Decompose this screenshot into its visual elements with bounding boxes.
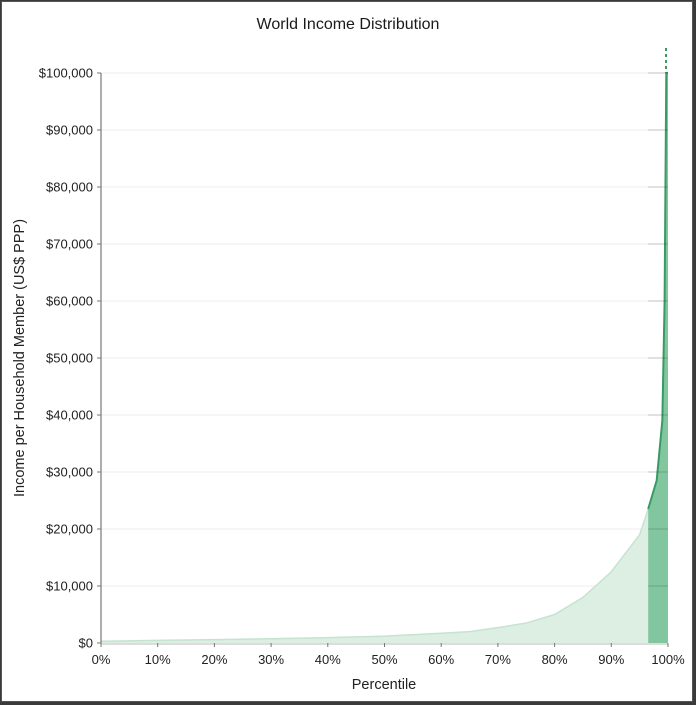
top-percentile-area xyxy=(648,73,668,643)
x-axis-ticks: 0% 10% 20% 30% 40% 50% 60% 70% 80% 90% 100% xyxy=(92,643,685,667)
distribution-area xyxy=(101,509,649,643)
y-tick-label: $40,000 xyxy=(46,408,93,423)
y-tick-label: $30,000 xyxy=(46,465,93,480)
y-tick-label: $90,000 xyxy=(46,123,93,138)
data-areas xyxy=(100,48,668,643)
x-axis-title: Percentile xyxy=(352,677,416,693)
x-tick-label: 40% xyxy=(315,652,341,667)
x-tick-label: 0% xyxy=(92,652,111,667)
x-tick-label: 50% xyxy=(371,652,397,667)
x-tick-label: 80% xyxy=(542,652,568,667)
y-tick-label: $80,000 xyxy=(46,180,93,195)
y-tick-label: $50,000 xyxy=(46,351,93,366)
distribution-line xyxy=(100,508,649,643)
y-tick-label: $20,000 xyxy=(46,522,93,537)
gridlines xyxy=(101,72,668,587)
x-tick-label: 100% xyxy=(651,652,685,667)
x-tick-label: 20% xyxy=(201,652,227,667)
y-tick-label: $70,000 xyxy=(46,237,93,252)
y-axis-title: Income per Household Member (US$ PPP) xyxy=(12,219,28,497)
x-tick-label: 10% xyxy=(145,652,171,667)
y-tick-label: $10,000 xyxy=(46,579,93,594)
x-tick-label: 30% xyxy=(258,652,284,667)
y-tick-label: $0 xyxy=(79,636,93,651)
y-tick-label: $60,000 xyxy=(46,294,93,309)
x-tick-label: 90% xyxy=(598,652,624,667)
x-tick-label: 60% xyxy=(428,652,454,667)
y-tick-label: $100,000 xyxy=(39,66,93,81)
y-axis-ticks: $0 $10,000 $20,000 $30,000 $40,000 $50,000 $60… xyxy=(39,66,101,651)
x-tick-label: 70% xyxy=(485,652,511,667)
chart-title: World Income Distribution xyxy=(256,16,440,33)
